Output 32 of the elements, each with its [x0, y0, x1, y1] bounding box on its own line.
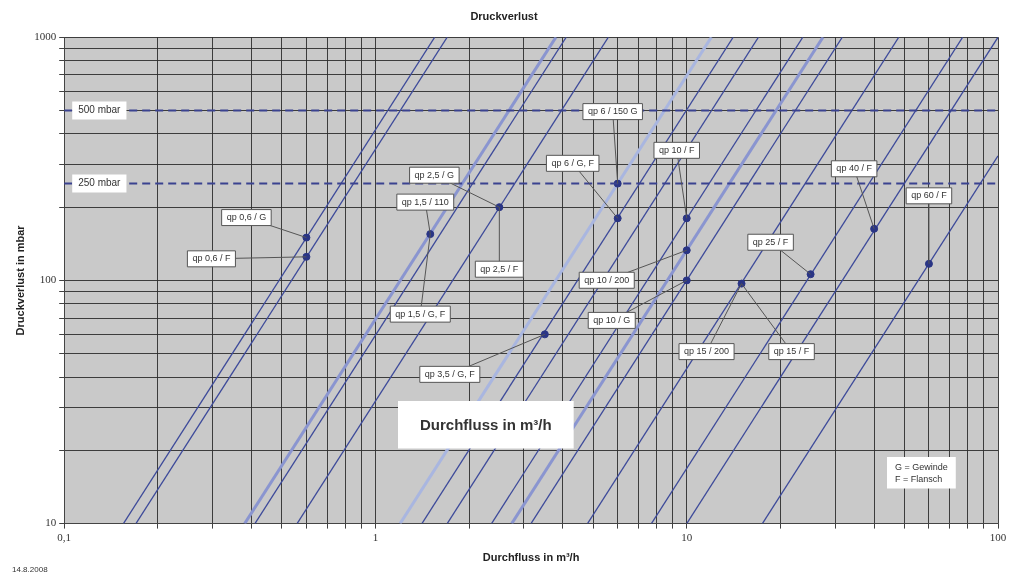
- annotation: qp 25 / F: [752, 236, 789, 247]
- x-tick-label: 0,1: [57, 531, 72, 544]
- y-tick-label: 100: [39, 273, 57, 286]
- annotation: G = Gewinde F = Flansch: [895, 462, 948, 484]
- x-tick-label: 1: [372, 531, 379, 544]
- annotation: qp 2,5 / F: [480, 263, 519, 274]
- annotation: qp 6 / G, F: [551, 157, 595, 168]
- annotation: qp 15 / F: [773, 346, 810, 357]
- y-tick-label: 10: [45, 516, 57, 529]
- annotation: qp 60 / F: [911, 190, 948, 201]
- annotation: qp 1,5 / 110: [401, 196, 449, 207]
- annotation: qp 10 / G: [593, 314, 631, 325]
- annotation: qp 0,6 / F: [192, 253, 231, 264]
- annotation: qp 0,6 / G: [226, 212, 267, 223]
- ref-line-label: 500 mbar: [78, 104, 122, 116]
- annotation: qp 1,5 / G, F: [395, 308, 446, 319]
- annotation: qp 6 / 150 G: [587, 106, 638, 117]
- annotation: qp 40 / F: [836, 163, 873, 174]
- annotation: Durchfluss in m³/h: [420, 416, 552, 433]
- chart-title: Druckverlust: [470, 9, 538, 22]
- ref-line-label: 250 mbar: [78, 177, 122, 189]
- x-tick-label: 10: [681, 531, 693, 544]
- y-axis-title: Druckverlust in mbar: [13, 224, 26, 336]
- annotation: qp 15 / 200: [684, 346, 730, 357]
- text: 14.8.2008: [12, 565, 49, 574]
- annotation: qp 2,5 / G: [414, 169, 455, 180]
- y-tick-label: 1000: [34, 30, 57, 43]
- x-tick-label: 100: [989, 531, 1007, 544]
- annotation: qp 10 / 200: [584, 274, 630, 285]
- x-axis-title: Durchfluss in m³/h: [482, 551, 580, 564]
- annotation: qp 10 / F: [658, 144, 695, 155]
- annotation: qp 3,5 / G, F: [424, 368, 476, 379]
